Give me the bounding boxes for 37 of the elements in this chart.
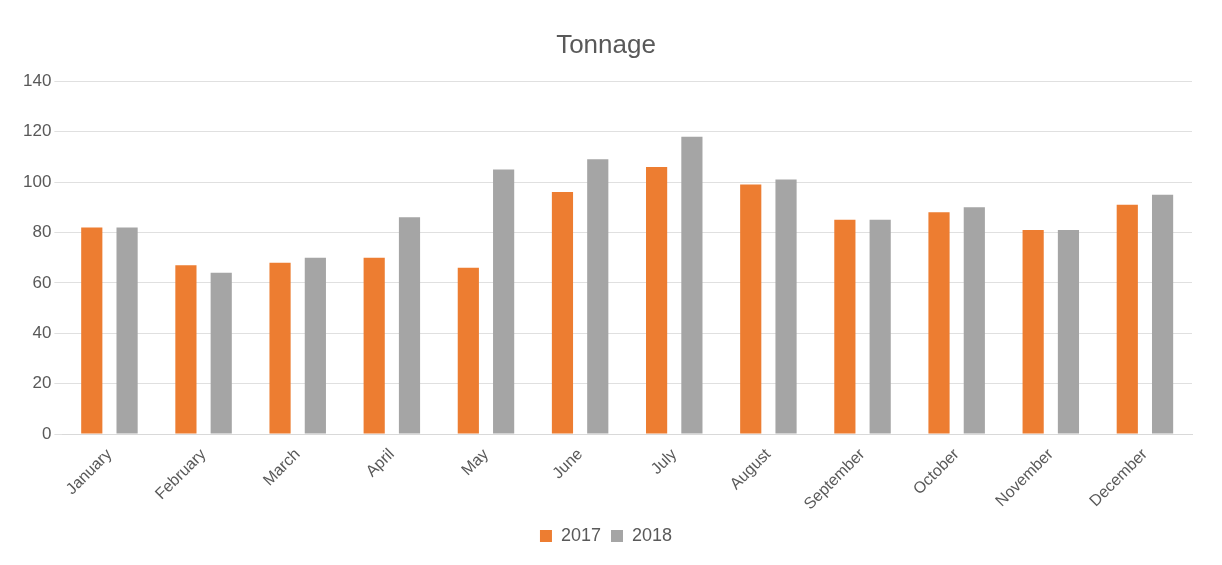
bar [740,184,762,434]
y-tick-label: 0 [41,423,52,443]
bar [1022,229,1044,434]
bar [963,207,985,434]
y-tick-label: 80 [32,222,52,242]
bar [587,159,609,434]
y-tick-label: 40 [32,322,52,342]
bar [1057,229,1080,434]
bar [210,272,232,434]
y-tick-label: 120 [22,121,52,141]
x-tick-label: July [647,445,680,478]
y-tick-label: 100 [22,171,52,191]
y-tick-label: 20 [32,373,52,393]
y-tick-label: 140 [22,70,52,90]
x-tick-label: May [457,445,492,479]
bar [834,219,856,434]
bar [646,166,668,434]
bar [775,179,797,434]
bar [681,136,703,434]
bar [457,267,479,434]
bar [81,227,103,434]
bar [928,212,950,434]
bar [398,217,421,434]
bar [551,192,574,434]
bar [1116,204,1138,434]
bar [269,262,291,434]
bar [493,169,515,434]
bar [869,219,891,434]
bar [175,265,197,434]
legend-label: 2017 [560,524,601,545]
bar [116,227,138,434]
chart-title: Tonnage [556,28,656,59]
legend-label: 2018 [632,524,673,545]
bar [304,257,326,434]
bar [1151,194,1174,434]
y-tick-label: 60 [32,272,52,292]
bar [363,257,385,434]
